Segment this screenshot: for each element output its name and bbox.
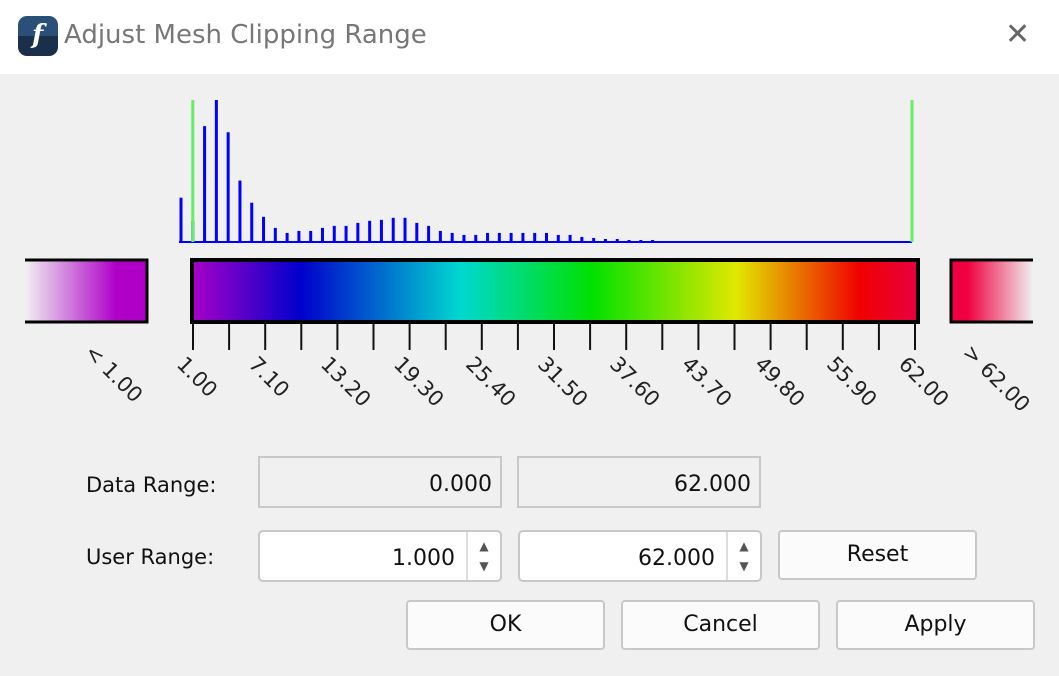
title-bar: f Adjust Mesh Clipping Range ✕ — [0, 0, 1059, 74]
spin-arrows-icon[interactable]: ▲ ▼ — [726, 532, 760, 580]
user-min-value[interactable]: 1.000 — [392, 546, 455, 571]
cancel-button[interactable]: Cancel — [621, 600, 820, 650]
colorbar — [190, 258, 920, 324]
user-min-spinbox[interactable]: 1.000 ▲ ▼ — [258, 530, 502, 582]
spin-arrows-icon[interactable]: ▲ ▼ — [466, 532, 500, 580]
reset-button[interactable]: Reset — [778, 530, 977, 580]
user-max-value[interactable]: 62.000 — [638, 546, 715, 571]
above-range-swatch — [951, 260, 1033, 322]
data-max-field: 62.000 — [517, 456, 761, 508]
data-range-label: Data Range: — [86, 473, 217, 497]
data-min-field: 0.000 — [258, 456, 502, 508]
user-max-spinbox[interactable]: 62.000 ▲ ▼ — [518, 530, 762, 582]
ok-button[interactable]: OK — [406, 600, 605, 650]
app-logo-icon: f — [18, 16, 58, 56]
user-range-label: User Range: — [86, 545, 215, 569]
apply-button[interactable]: Apply — [836, 600, 1035, 650]
close-icon[interactable]: ✕ — [1005, 17, 1031, 52]
window-title: Adjust Mesh Clipping Range — [64, 20, 427, 50]
below-range-swatch — [25, 260, 147, 322]
